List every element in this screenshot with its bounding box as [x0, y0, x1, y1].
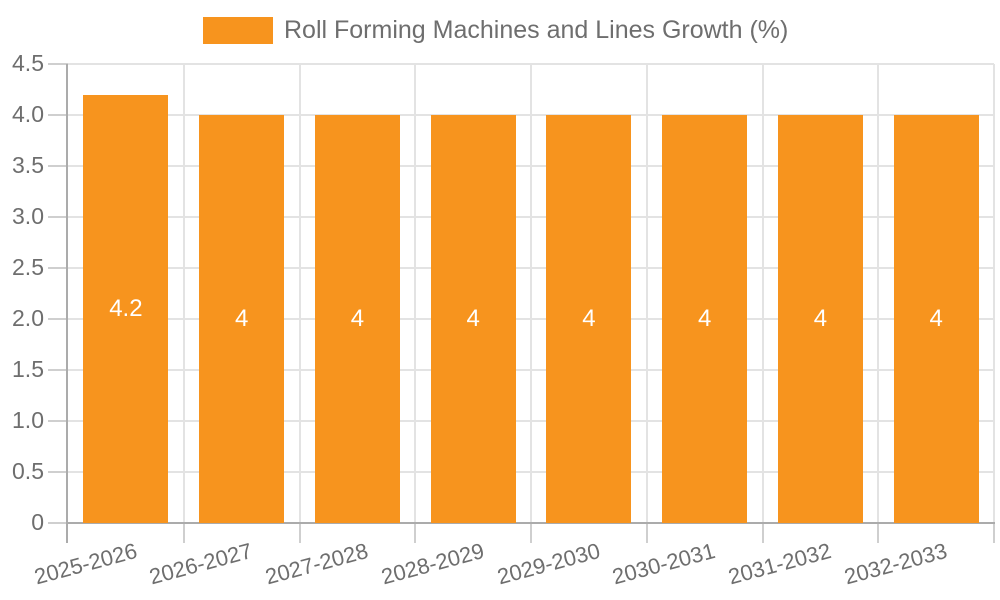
- x-tick: [993, 523, 995, 543]
- x-gridline: [877, 64, 880, 523]
- x-gridline: [414, 64, 417, 523]
- y-tick: [48, 522, 68, 524]
- y-axis-tick-label: 4.5: [12, 49, 44, 76]
- x-tick: [530, 523, 532, 543]
- bar-value-label: 4: [813, 305, 828, 332]
- bar-value-label: 4: [234, 305, 249, 332]
- y-axis-tick-label: 1.0: [12, 406, 44, 433]
- bar-2029-2030[interactable]: [546, 115, 632, 523]
- bar-value-label: 4: [582, 305, 596, 332]
- y-tick: [48, 165, 68, 167]
- bar-value-label: 4: [929, 305, 943, 332]
- x-gridline: [298, 64, 301, 523]
- bar-2026-2027[interactable]: [199, 115, 285, 523]
- bar-value-label: 4: [697, 305, 712, 332]
- y-tick: [48, 216, 68, 218]
- y-tick: [48, 63, 68, 65]
- x-axis-category-label: 2032-2033: [841, 538, 950, 590]
- y-axis-tick-label: 1.5: [12, 355, 44, 382]
- y-axis-tick-label: 4.0: [12, 100, 44, 127]
- y-tick: [48, 318, 68, 320]
- legend-swatch-icon: [203, 17, 273, 44]
- bar-2027-2028[interactable]: [314, 115, 400, 523]
- x-tick: [414, 523, 417, 543]
- x-axis-category-label: 2029-2030: [494, 538, 603, 590]
- x-tick: [877, 523, 880, 543]
- legend[interactable]: Roll Forming Machines and Lines Growth (…: [203, 16, 788, 45]
- x-gridline: [182, 64, 185, 523]
- x-axis-line: [67, 522, 995, 524]
- y-tick: [48, 369, 68, 371]
- x-tick: [182, 523, 185, 543]
- y-axis-tick-label: 0.5: [12, 457, 44, 484]
- y-tick: [48, 114, 68, 116]
- x-axis-category-label: 2031-2032: [725, 538, 834, 590]
- legend-label: Roll Forming Machines and Lines Growth (…: [284, 16, 789, 44]
- x-tick: [298, 523, 301, 543]
- y-axis-tick-label: 3.0: [12, 202, 44, 229]
- x-tick: [761, 523, 764, 543]
- bar-2028-2029[interactable]: [430, 115, 516, 523]
- y-tick: [48, 420, 68, 422]
- x-gridline: [993, 64, 995, 523]
- y-axis-tick-label: 3.5: [12, 151, 44, 178]
- y-tick: [48, 471, 68, 473]
- x-axis-category-label: 2025-2026: [31, 538, 140, 590]
- x-gridline: [645, 64, 648, 523]
- bar-value-label: 4.2: [109, 294, 143, 322]
- x-axis-category-label: 2026-2027: [146, 538, 256, 590]
- y-axis-tick-label: 2.5: [12, 253, 44, 280]
- x-gridline: [530, 64, 532, 523]
- bar-value-label: 4: [350, 305, 365, 332]
- x-gridline: [761, 64, 764, 523]
- x-axis-category-label: 2030-2031: [609, 538, 719, 590]
- bar-value-label: 4: [466, 305, 480, 332]
- bar-2030-2031[interactable]: [662, 115, 748, 523]
- x-axis-category-label: 2028-2029: [378, 538, 487, 590]
- y-axis-tick-label: 2.0: [12, 304, 44, 331]
- bar-2032-2033[interactable]: [893, 115, 979, 523]
- y-axis-tick-label: 0: [31, 508, 44, 535]
- x-tick: [645, 523, 648, 543]
- x-axis-category-label: 2027-2028: [262, 538, 371, 590]
- bar-2031-2032[interactable]: [777, 115, 863, 523]
- bar-2025-2026[interactable]: [83, 94, 169, 523]
- y-axis-line: [66, 64, 68, 543]
- y-tick: [48, 267, 68, 269]
